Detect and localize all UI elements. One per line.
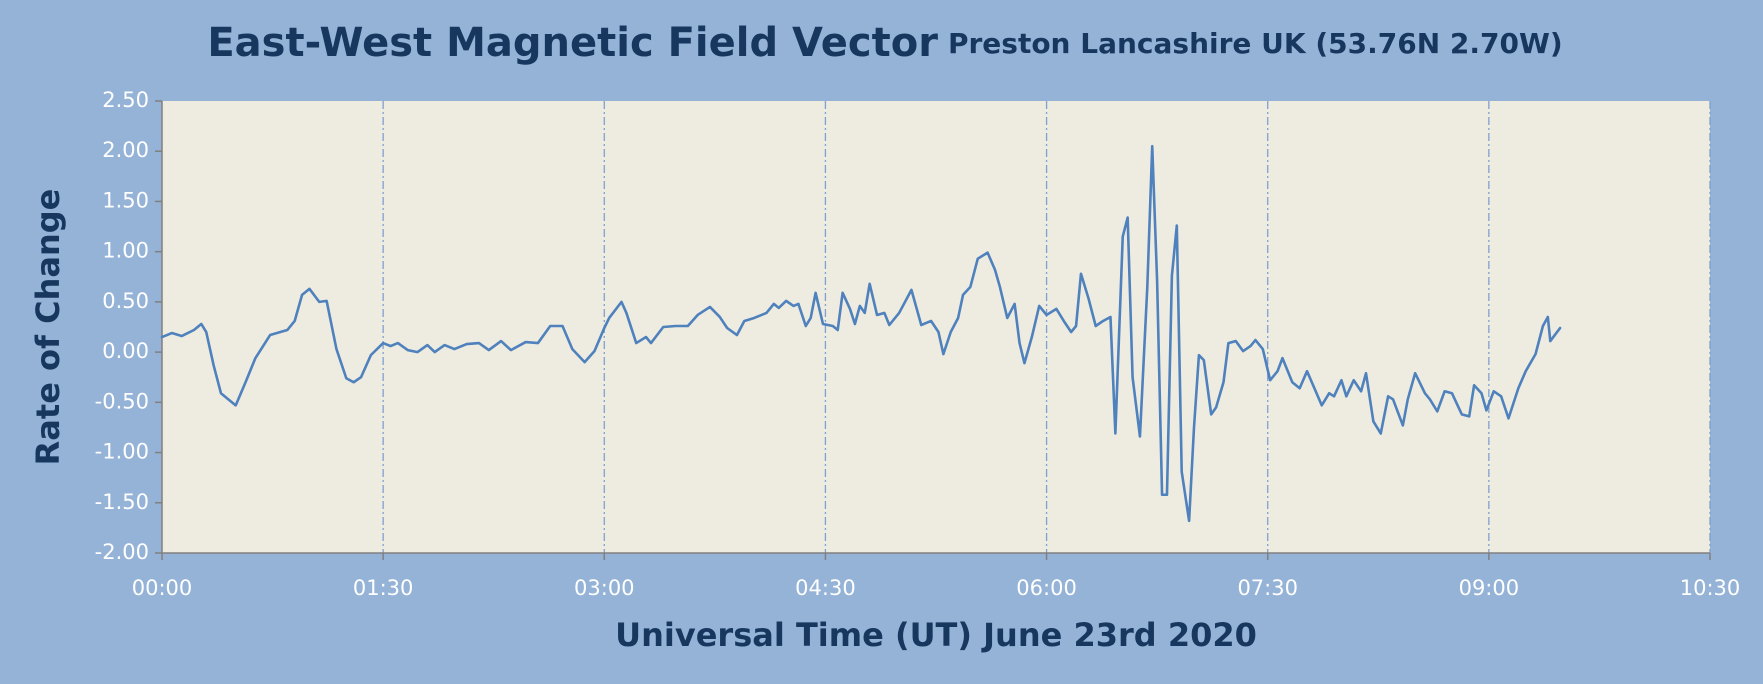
- x-tick-label: 09:00: [1459, 576, 1520, 600]
- x-tick-label: 03:00: [574, 576, 635, 600]
- x-tick-label: 07:30: [1237, 576, 1298, 600]
- y-tick-label: 1.50: [102, 188, 149, 212]
- x-tick-label: 00:00: [132, 576, 193, 600]
- y-tick-label: -1.00: [95, 440, 149, 464]
- x-axis-label: Universal Time (UT) June 23rd 2020: [615, 616, 1257, 654]
- x-tick-label: 04:30: [795, 576, 856, 600]
- title-group: East-West Magnetic Field Vector Preston L…: [207, 20, 1562, 66]
- data-line: [160, 144, 1562, 523]
- x-tick-label: 06:00: [1016, 576, 1077, 600]
- y-tick-label: -0.50: [95, 389, 149, 413]
- y-tick-label: -1.50: [95, 490, 149, 514]
- y-tick-label: 0.50: [102, 289, 149, 313]
- y-tick-label: 2.50: [102, 88, 149, 112]
- x-tick-label: 01:30: [353, 576, 414, 600]
- chart-title: East-West Magnetic Field Vector: [207, 20, 938, 66]
- y-tick-label: -2.00: [95, 540, 149, 564]
- y-tick-label: 0.00: [102, 339, 149, 363]
- y-tick-label: 2.00: [102, 138, 149, 162]
- chart-subtitle: Preston Lancashire UK (53.76N 2.70W): [948, 27, 1563, 60]
- y-axis-label: Rate of Change: [29, 189, 67, 466]
- y-tick-label: 1.00: [102, 239, 149, 263]
- x-tick-label: 10:30: [1680, 576, 1741, 600]
